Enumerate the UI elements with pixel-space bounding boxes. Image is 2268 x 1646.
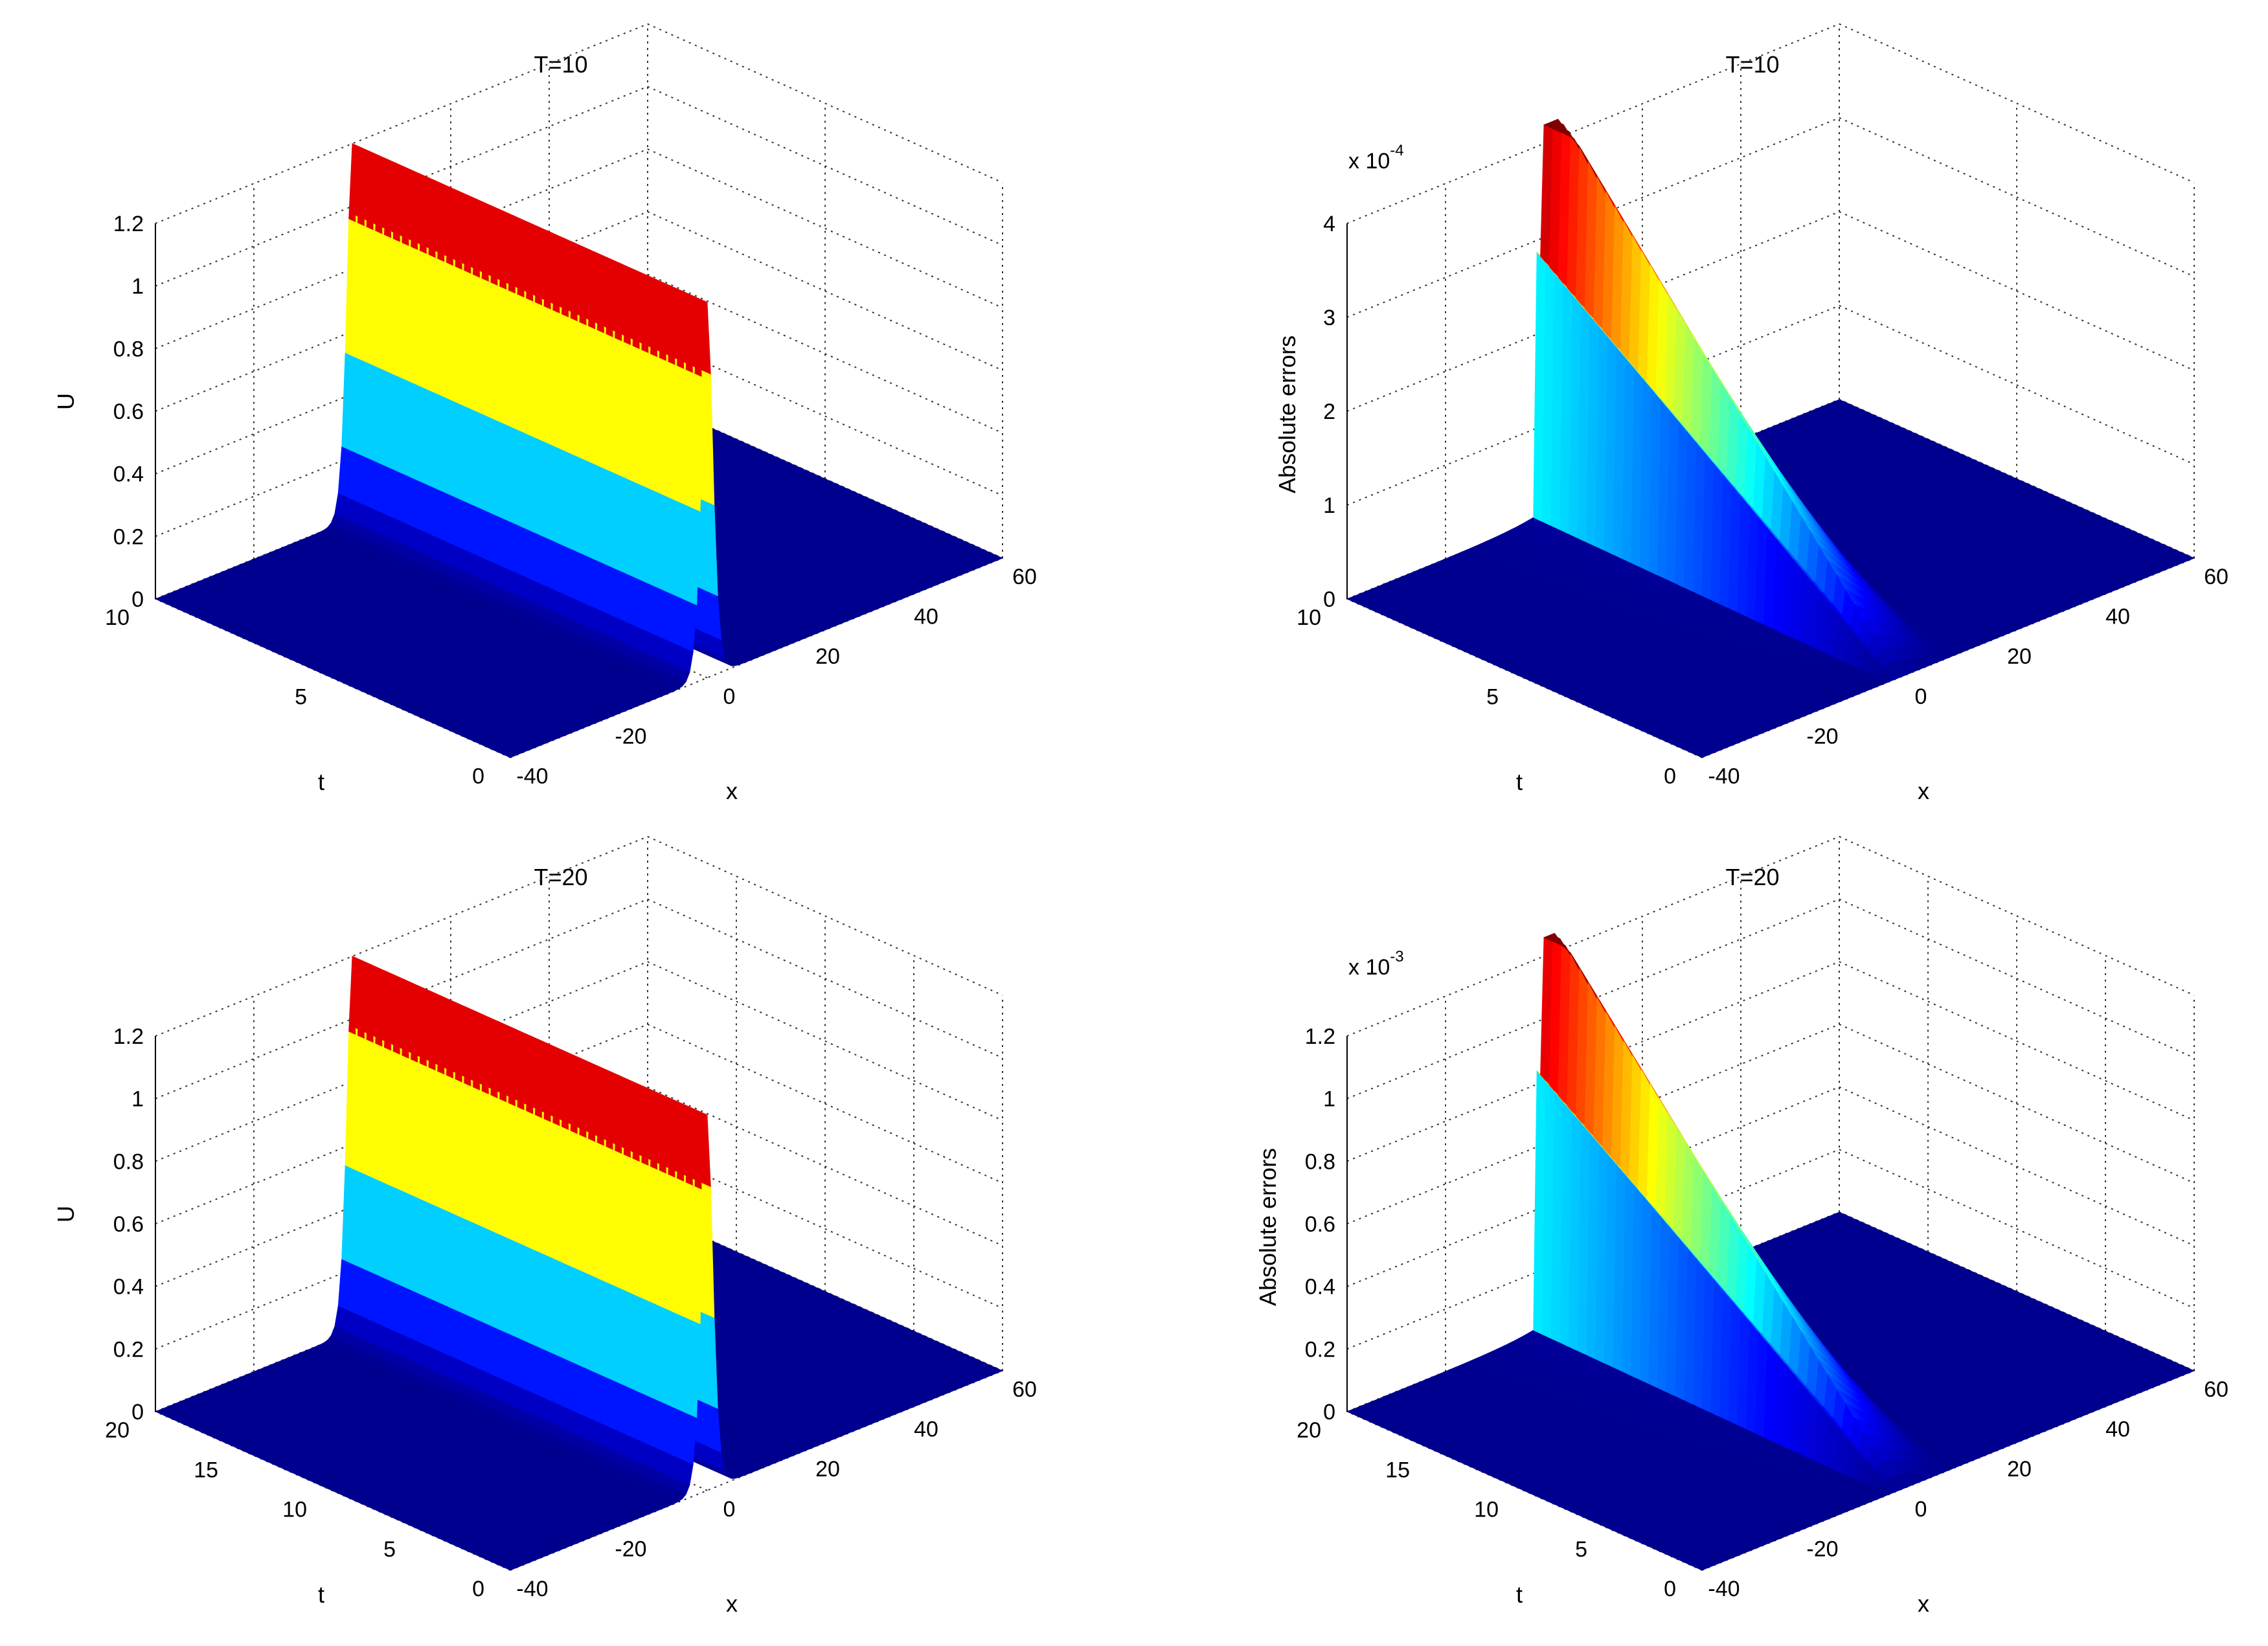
gridline	[155, 148, 1003, 350]
x-axis-label: x	[726, 778, 738, 804]
surface-plot	[154, 143, 1004, 758]
y-axis-label: t	[318, 769, 324, 795]
chart-title: T=10	[534, 51, 587, 78]
z-axis-label: U	[52, 393, 79, 410]
subplot-1: T=10 U t x -40-200204060051000.20.40.60.…	[52, 23, 1037, 804]
gridline	[155, 85, 1003, 287]
gridline	[155, 273, 1003, 475]
